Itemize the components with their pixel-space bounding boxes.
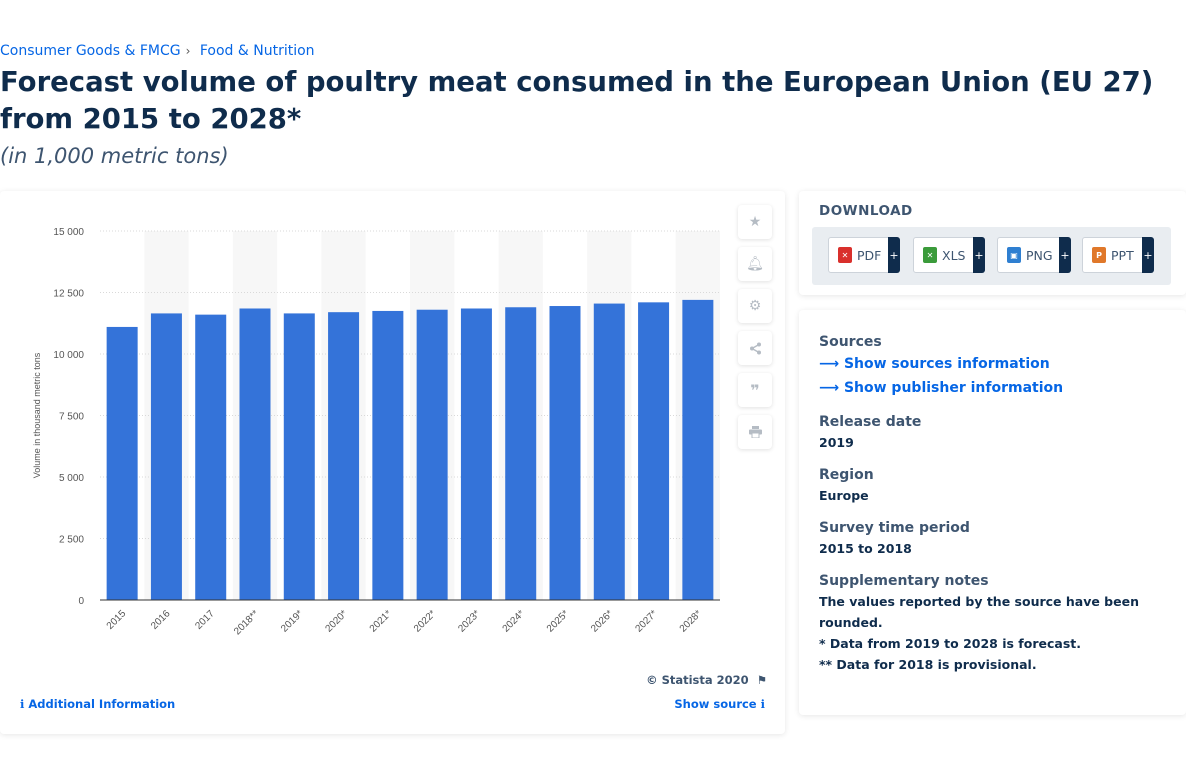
info-icon: ℹ bbox=[20, 697, 25, 711]
survey-period-heading: Survey time period bbox=[819, 520, 970, 536]
y-axis-label: Volume in thousand metric tons bbox=[32, 352, 42, 478]
show-source-link[interactable]: Show source ℹ bbox=[674, 697, 765, 711]
breadcrumb-food-nutrition[interactable]: Food & Nutrition bbox=[199, 43, 315, 59]
download-pdf-label: PDF bbox=[857, 247, 882, 263]
x-tick-label: 2017 bbox=[193, 608, 217, 632]
supplementary-note-2: * Data from 2019 to 2028 is forecast. bbox=[819, 636, 1081, 651]
x-tick-label: 2020* bbox=[323, 608, 349, 634]
info-icon: ℹ bbox=[760, 697, 765, 711]
ppt-file-icon: P bbox=[1092, 247, 1106, 263]
plus-icon[interactable]: + bbox=[1059, 237, 1071, 273]
bar bbox=[106, 326, 138, 600]
x-tick-label: 2015 bbox=[105, 608, 129, 632]
flag-icon[interactable]: ⚑ bbox=[756, 673, 767, 687]
bar bbox=[682, 299, 714, 600]
download-png-label: PNG bbox=[1026, 247, 1053, 263]
x-tick-label: 2018** bbox=[232, 608, 261, 637]
bar bbox=[593, 303, 625, 600]
x-tick-label: 2019* bbox=[279, 608, 305, 634]
bar bbox=[460, 308, 492, 600]
plus-icon[interactable]: + bbox=[888, 237, 900, 273]
download-ppt-button[interactable]: P PPT + bbox=[1082, 237, 1154, 273]
plus-icon[interactable]: + bbox=[1142, 237, 1154, 273]
breadcrumb-consumer-goods[interactable]: Consumer Goods & FMCG bbox=[0, 43, 181, 59]
bar bbox=[195, 314, 227, 600]
star-icon[interactable]: ★ bbox=[738, 205, 772, 239]
supplementary-note-3: ** Data for 2018 is provisional. bbox=[819, 657, 1037, 672]
show-publisher-label: Show publisher information bbox=[843, 380, 1064, 396]
bar bbox=[549, 306, 581, 600]
sources-heading: Sources bbox=[819, 334, 882, 350]
release-date-heading: Release date bbox=[819, 414, 922, 430]
y-tick-label: 5 000 bbox=[59, 473, 84, 484]
png-file-icon: ▣ bbox=[1007, 247, 1021, 263]
copyright: © Statista 2020 ⚑ bbox=[646, 673, 767, 687]
breadcrumb: Consumer Goods & FMCG › Food & Nutrition bbox=[0, 43, 315, 59]
download-ppt-label: PPT bbox=[1111, 247, 1134, 263]
download-xls-button[interactable]: ✕ XLS + bbox=[913, 237, 985, 273]
region-value: Europe bbox=[819, 488, 869, 503]
download-xls-label: XLS bbox=[942, 247, 966, 263]
supplementary-notes-heading: Supplementary notes bbox=[819, 573, 989, 589]
print-icon[interactable] bbox=[738, 415, 772, 449]
x-tick-label: 2024* bbox=[501, 608, 527, 634]
bar bbox=[372, 310, 404, 600]
chart-tools: ★ 🔔︎ ⚙ ❞ bbox=[738, 205, 772, 457]
supplementary-note-1: The values reported by the source have b… bbox=[819, 594, 1139, 630]
plus-icon[interactable]: + bbox=[973, 237, 985, 273]
show-sources-link[interactable]: ⟶ Show sources information bbox=[819, 352, 1166, 376]
bar bbox=[283, 313, 315, 600]
release-date-value: 2019 bbox=[819, 435, 854, 450]
bar bbox=[239, 308, 271, 600]
additional-information-link[interactable]: ℹ Additional Information bbox=[20, 697, 175, 711]
bar bbox=[328, 312, 360, 600]
bar bbox=[150, 313, 182, 600]
x-tick-label: 2026* bbox=[589, 608, 615, 634]
x-tick-label: 2016 bbox=[149, 608, 173, 632]
pdf-file-icon: ✕ bbox=[838, 247, 852, 263]
y-tick-label: 7 500 bbox=[59, 412, 84, 423]
download-pdf-button[interactable]: ✕ PDF + bbox=[828, 237, 900, 273]
show-sources-label: Show sources information bbox=[843, 356, 1050, 372]
info-card: Sources ⟶ Show sources information ⟶ Sho… bbox=[799, 310, 1186, 715]
quote-icon[interactable]: ❞ bbox=[738, 373, 772, 407]
additional-information-label: Additional Information bbox=[28, 697, 176, 711]
gear-icon[interactable]: ⚙ bbox=[738, 289, 772, 323]
y-tick-label: 2 500 bbox=[59, 535, 84, 546]
y-tick-label: 15 000 bbox=[53, 227, 84, 238]
x-tick-label: 2027* bbox=[633, 608, 659, 634]
x-tick-label: 2022* bbox=[412, 608, 438, 634]
bar bbox=[505, 307, 537, 600]
y-tick-label: 10 000 bbox=[53, 350, 84, 361]
page-subtitle: (in 1,000 metric tons) bbox=[0, 144, 229, 168]
page-title: Forecast volume of poultry meat consumed… bbox=[0, 66, 1154, 135]
arrow-right-icon: ⟶ bbox=[819, 380, 840, 396]
y-tick-label: 12 500 bbox=[53, 289, 84, 300]
survey-period-value: 2015 to 2018 bbox=[819, 541, 912, 556]
xls-file-icon: ✕ bbox=[923, 247, 937, 263]
show-source-label: Show source bbox=[674, 697, 757, 711]
copyright-text: © Statista 2020 bbox=[646, 673, 749, 687]
x-tick-label: 2028* bbox=[678, 608, 704, 634]
download-card: DOWNLOAD ✕ PDF + ✕ XLS + ▣ PNG + P PPT + bbox=[799, 191, 1186, 295]
bell-icon[interactable]: 🔔︎ bbox=[738, 247, 772, 281]
bar bbox=[638, 302, 670, 600]
bar bbox=[416, 309, 448, 600]
download-title: DOWNLOAD bbox=[819, 203, 913, 219]
arrow-right-icon: ⟶ bbox=[819, 356, 840, 372]
chart-card: 0 2 500 5 000 7 500 10 000 12 500 15 000 2015 20… bbox=[0, 191, 785, 734]
breadcrumb-separator: › bbox=[185, 44, 191, 58]
region-heading: Region bbox=[819, 467, 874, 483]
x-tick-label: 2025* bbox=[545, 608, 571, 634]
bar-chart: 0 2 500 5 000 7 500 10 000 12 500 15 000 2015 20… bbox=[32, 227, 720, 637]
x-tick-label: 2021* bbox=[368, 608, 394, 634]
x-tick-label: 2023* bbox=[456, 608, 482, 634]
y-tick-label: 0 bbox=[78, 596, 84, 607]
show-publisher-link[interactable]: ⟶ Show publisher information bbox=[819, 376, 1166, 400]
share-icon[interactable] bbox=[738, 331, 772, 365]
download-png-button[interactable]: ▣ PNG + bbox=[997, 237, 1071, 273]
download-bar: ✕ PDF + ✕ XLS + ▣ PNG + P PPT + bbox=[812, 227, 1171, 285]
